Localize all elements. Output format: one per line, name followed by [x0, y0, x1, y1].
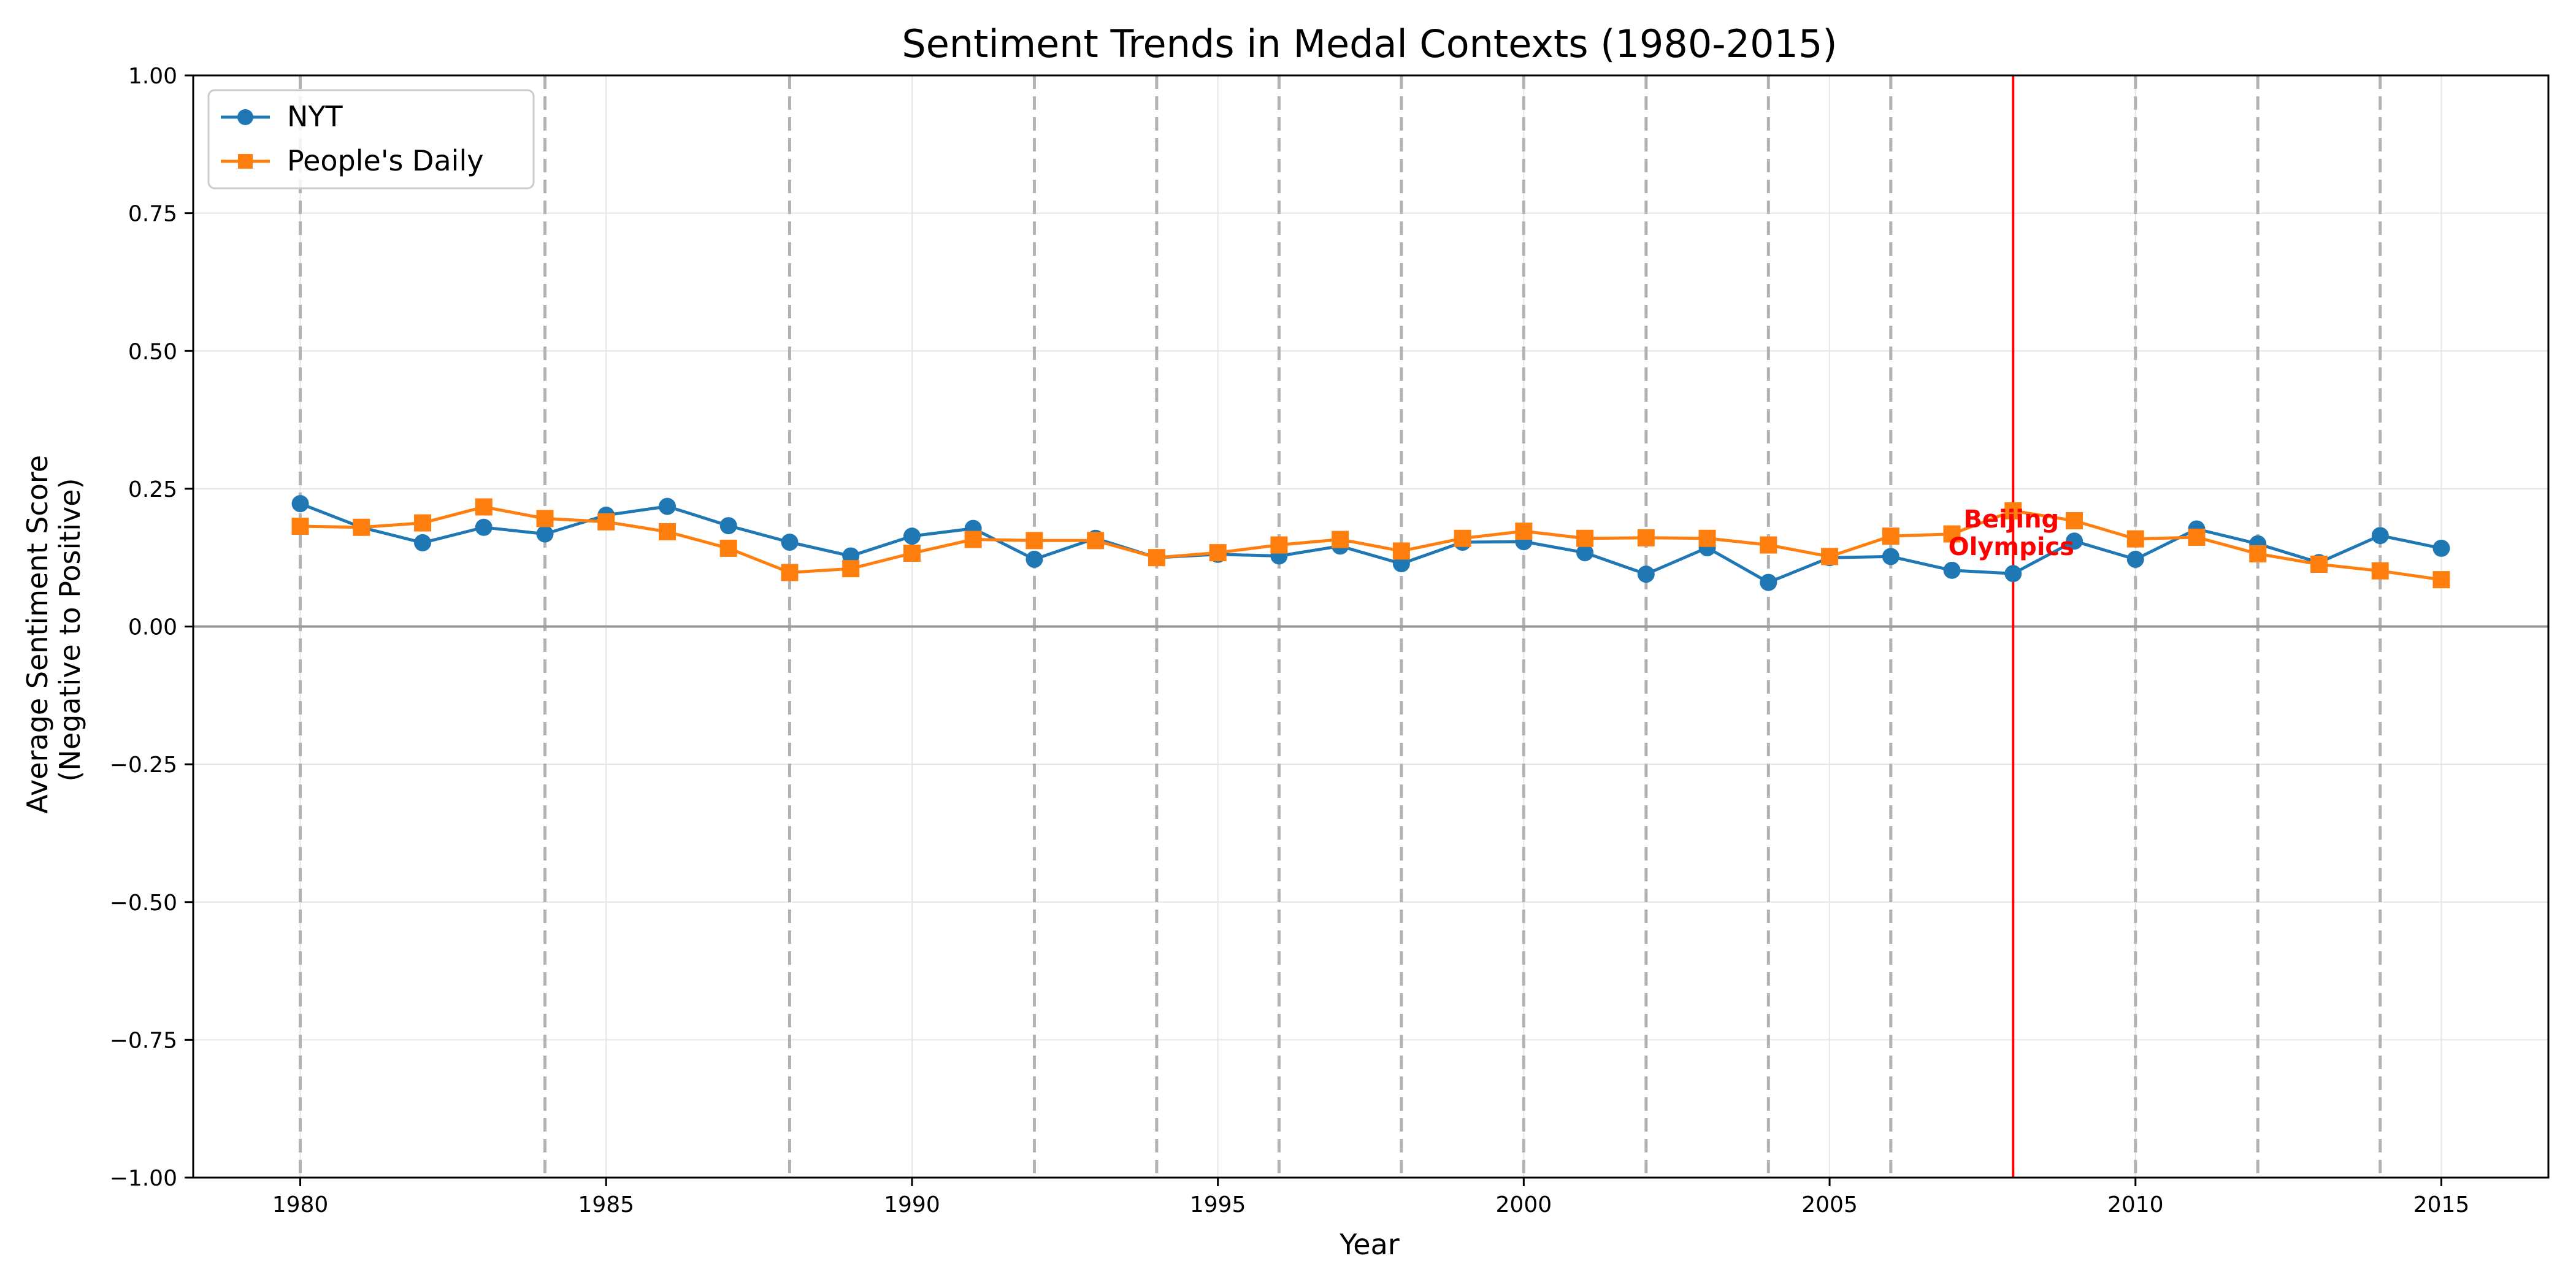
data-point-peoples-daily	[1270, 536, 1288, 554]
x-tick-label: 2005	[1801, 1192, 1858, 1217]
data-point-nyt	[2066, 532, 2083, 550]
chart-title: Sentiment Trends in Medal Contexts (1980…	[902, 21, 1837, 66]
data-point-peoples-daily	[353, 518, 370, 536]
y-tick-label: −1.00	[110, 1166, 177, 1191]
y-axis-label-line1: Average Sentiment Score	[21, 455, 54, 814]
data-point-nyt	[658, 497, 676, 515]
y-tick-label: 0.75	[128, 202, 177, 227]
data-point-peoples-daily	[1209, 544, 1227, 562]
data-point-nyt	[1576, 544, 1594, 562]
data-point-peoples-daily	[1943, 525, 1961, 543]
data-point-peoples-daily	[842, 560, 860, 578]
x-axis-label: Year	[1339, 1228, 1399, 1261]
data-point-peoples-daily	[291, 517, 309, 535]
data-point-nyt	[1943, 561, 1961, 579]
data-point-peoples-daily	[658, 523, 676, 540]
y-tick-label: −0.25	[110, 753, 177, 778]
data-point-peoples-daily	[1392, 542, 1410, 560]
x-tick-label: 2015	[2413, 1192, 2470, 1217]
data-point-peoples-daily	[1148, 549, 1165, 567]
data-point-peoples-daily	[2310, 555, 2328, 573]
legend-label-peoples-daily: People's Daily	[287, 144, 483, 177]
data-point-nyt	[1025, 550, 1043, 568]
y-axis-label: Average Sentiment Score (Negative to Pos…	[21, 446, 86, 813]
data-point-peoples-daily	[781, 564, 799, 581]
annotation-beijing: Beijing	[1963, 505, 2059, 534]
y-axis-label-line2: (Negative to Positive)	[53, 478, 86, 781]
x-tick-label: 2010	[2107, 1192, 2164, 1217]
data-point-nyt	[291, 495, 309, 513]
data-point-peoples-daily	[903, 544, 921, 562]
data-point-peoples-daily	[1882, 527, 1899, 545]
y-tick-label: −0.50	[110, 891, 177, 916]
data-point-peoples-daily	[2004, 502, 2022, 519]
data-point-peoples-daily	[719, 539, 737, 557]
y-tick-label: 0.50	[128, 339, 177, 364]
data-point-peoples-daily	[536, 510, 554, 527]
data-point-peoples-daily	[1576, 529, 1594, 547]
series-line-nyt	[299, 502, 2442, 585]
legend-box	[207, 89, 535, 190]
x-tick-label: 1995	[1190, 1192, 1246, 1217]
data-point-peoples-daily	[1332, 531, 1349, 548]
legend-label-nyt: NYT	[287, 100, 343, 133]
data-point-peoples-daily	[1637, 529, 1655, 546]
data-point-peoples-daily	[414, 514, 432, 532]
data-point-nyt	[903, 527, 921, 545]
data-point-nyt	[2126, 550, 2144, 568]
data-point-peoples-daily	[2188, 528, 2206, 546]
data-point-peoples-daily	[1087, 532, 1105, 550]
data-point-peoples-daily	[2066, 512, 2083, 529]
data-point-peoples-daily	[2371, 562, 2389, 580]
data-point-peoples-daily	[1760, 536, 1777, 554]
series-line-peoples-daily	[300, 505, 2442, 581]
data-point-peoples-daily	[1454, 529, 1471, 547]
annotation-olympics: Olympics	[1949, 533, 2074, 561]
y-tick-label: 0.25	[128, 477, 177, 502]
data-point-peoples-daily	[1821, 548, 1839, 565]
y-tick-label: −0.75	[110, 1028, 177, 1053]
data-point-peoples-daily	[2432, 571, 2450, 589]
data-point-peoples-daily	[597, 513, 615, 531]
y-tick-label: 0.00	[128, 615, 177, 640]
data-point-peoples-daily	[964, 531, 982, 548]
data-point-peoples-daily	[2249, 545, 2267, 562]
legend-marker-nyt	[237, 109, 253, 125]
data-point-peoples-daily	[1515, 523, 1533, 540]
y-tick-label: 1.00	[128, 64, 177, 89]
data-point-nyt	[2432, 539, 2450, 557]
x-tick-label: 1980	[272, 1192, 329, 1217]
x-tick-label: 2000	[1496, 1192, 1552, 1217]
x-tick-label: 1985	[578, 1192, 634, 1217]
data-point-nyt	[2371, 527, 2389, 545]
data-point-peoples-daily	[475, 498, 493, 516]
data-point-nyt	[1637, 565, 1655, 583]
data-point-nyt	[2004, 565, 2022, 583]
data-point-nyt	[781, 534, 799, 551]
data-point-peoples-daily	[1698, 529, 1716, 547]
data-point-peoples-daily	[2126, 530, 2144, 548]
data-point-nyt	[1882, 548, 1899, 565]
data-point-nyt	[1760, 573, 1777, 591]
legend-marker-peoples-daily	[238, 154, 253, 169]
data-point-nyt	[719, 517, 737, 535]
data-point-nyt	[414, 534, 432, 551]
x-tick-label: 1990	[884, 1192, 940, 1217]
data-point-nyt	[475, 518, 493, 536]
data-point-nyt	[536, 525, 554, 543]
data-point-peoples-daily	[1025, 532, 1043, 550]
legend: NYT People's Daily	[207, 89, 535, 190]
